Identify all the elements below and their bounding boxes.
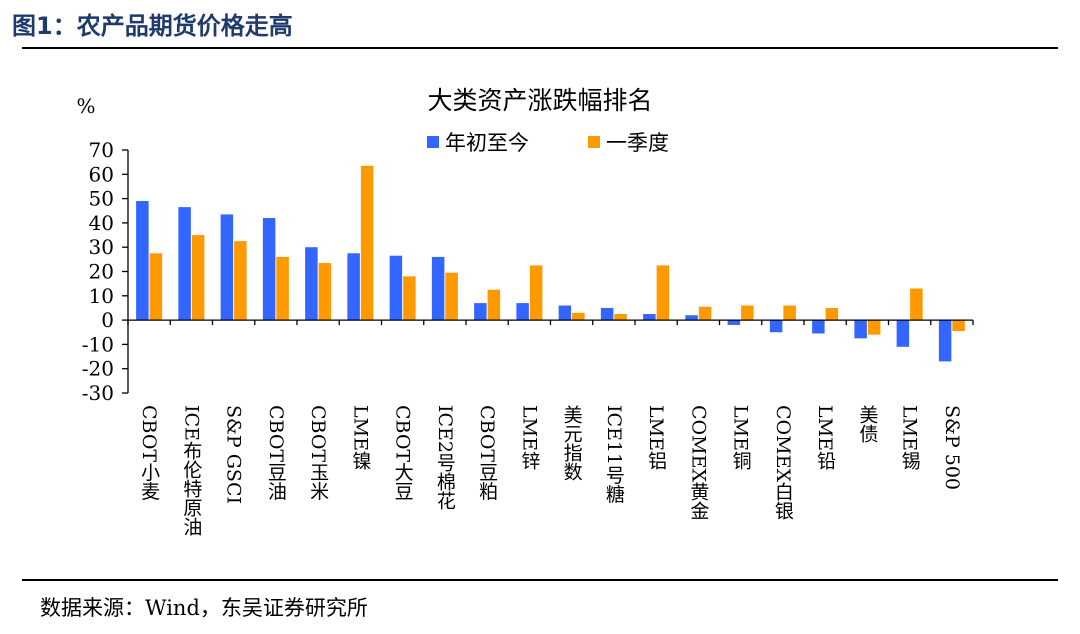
bar-2-12 <box>614 314 627 321</box>
bar-1-17 <box>812 320 825 334</box>
bar-1-16 <box>769 320 783 333</box>
legend-label-2: 一季度 <box>606 131 669 155</box>
bar-2-5 <box>318 262 332 321</box>
bar-1-1 <box>136 201 149 321</box>
bar-2-6 <box>360 165 374 321</box>
source-note: 数据来源：Wind，东吴证券研究所 <box>40 596 368 620</box>
bar-1-9 <box>474 303 487 321</box>
x-tick-label: CBOT豆油 <box>264 405 287 501</box>
bar-2-1 <box>149 253 163 321</box>
x-tick-label: LME铅 <box>814 405 837 470</box>
bar-2-10 <box>529 265 543 321</box>
bar-2-15 <box>741 305 754 321</box>
bar-2-18 <box>867 320 881 335</box>
bar-1-6 <box>347 253 360 321</box>
x-tick-label: ICE布伦特原油 <box>180 405 203 536</box>
y-tick-label: 60 <box>89 162 114 186</box>
x-tick-label: ICE2号棉花 <box>433 405 456 511</box>
bar-1-19 <box>896 320 910 347</box>
bar-1-12 <box>600 307 614 321</box>
x-tick-label: LME铝 <box>645 405 668 470</box>
y-tick-label: 0 <box>101 308 114 332</box>
y-tick-label: 40 <box>89 211 114 235</box>
bar-2-9 <box>487 289 501 321</box>
x-tick-label: LME锌 <box>518 405 541 470</box>
x-tick-label: LME锡 <box>898 405 921 470</box>
bottom-rule <box>22 579 1058 581</box>
x-tick-label: CBOT小麦 <box>138 405 161 501</box>
bar-1-4 <box>262 218 276 321</box>
bar-2-11 <box>572 312 585 321</box>
bar-2-4 <box>276 256 289 321</box>
chart-title: 大类资产涨跌幅排名 <box>427 86 652 115</box>
x-tick-label: CBOT玉米 <box>307 405 330 501</box>
x-tick-label: CBOT大豆 <box>391 405 414 501</box>
bar-1-13 <box>643 314 656 321</box>
y-tick-label: 10 <box>89 284 114 308</box>
y-tick-label: -20 <box>82 357 114 381</box>
bar-1-20 <box>938 320 952 362</box>
bar-1-8 <box>431 256 445 321</box>
bar-1-7 <box>389 255 403 321</box>
figure-title: 图1：农产品期货价格走高 <box>12 12 293 40</box>
bar-2-19 <box>910 288 923 321</box>
bar-1-15 <box>727 320 741 325</box>
y-axis-unit: % <box>76 94 95 118</box>
bar-2-13 <box>656 265 670 321</box>
bar-2-2 <box>191 235 205 321</box>
x-tick-label: LME铜 <box>729 405 752 470</box>
bar-2-16 <box>783 305 796 321</box>
y-tick-label: 50 <box>89 187 114 211</box>
y-tick-label: 70 <box>89 138 114 162</box>
bar-1-11 <box>558 305 572 321</box>
x-tick-label: S&P GSCI <box>222 405 245 504</box>
bar-2-7 <box>403 276 416 321</box>
x-tick-label: S&P 500 <box>940 405 963 491</box>
x-tick-label: COMEX白银 <box>771 405 794 520</box>
x-tick-label: CBOT豆粕 <box>476 405 499 501</box>
bar-2-17 <box>825 307 839 321</box>
bar-2-20 <box>952 320 965 332</box>
x-tick-label: ICE11号糖 <box>602 405 625 504</box>
x-tick-label: 美元指数 <box>560 405 583 481</box>
bar-2-8 <box>445 272 458 321</box>
legend-swatch-1 <box>427 136 439 148</box>
bar-2-3 <box>234 241 247 321</box>
legend-swatch-2 <box>588 136 600 148</box>
x-tick-label: COMEX黄金 <box>687 405 710 520</box>
bar-1-2 <box>178 207 191 321</box>
y-tick-label: 20 <box>89 260 114 284</box>
y-tick-label: 30 <box>89 235 114 259</box>
bar-1-3 <box>220 214 234 321</box>
x-tick-label: 美债 <box>856 405 879 443</box>
y-tick-label: -10 <box>82 332 114 356</box>
bar-1-14 <box>685 315 698 321</box>
top-rule <box>22 47 1058 49</box>
bar-1-18 <box>854 320 867 339</box>
x-axis <box>127 319 974 326</box>
bar-2-14 <box>698 306 712 321</box>
bar-1-10 <box>516 303 529 321</box>
y-tick-label: -30 <box>82 381 114 405</box>
bars <box>136 165 965 362</box>
legend-label-1: 年初至今 <box>445 131 529 155</box>
bar-1-5 <box>305 247 318 321</box>
x-tick-label: LME镍 <box>349 405 372 470</box>
legend: 年初至今 一季度 <box>427 131 669 155</box>
